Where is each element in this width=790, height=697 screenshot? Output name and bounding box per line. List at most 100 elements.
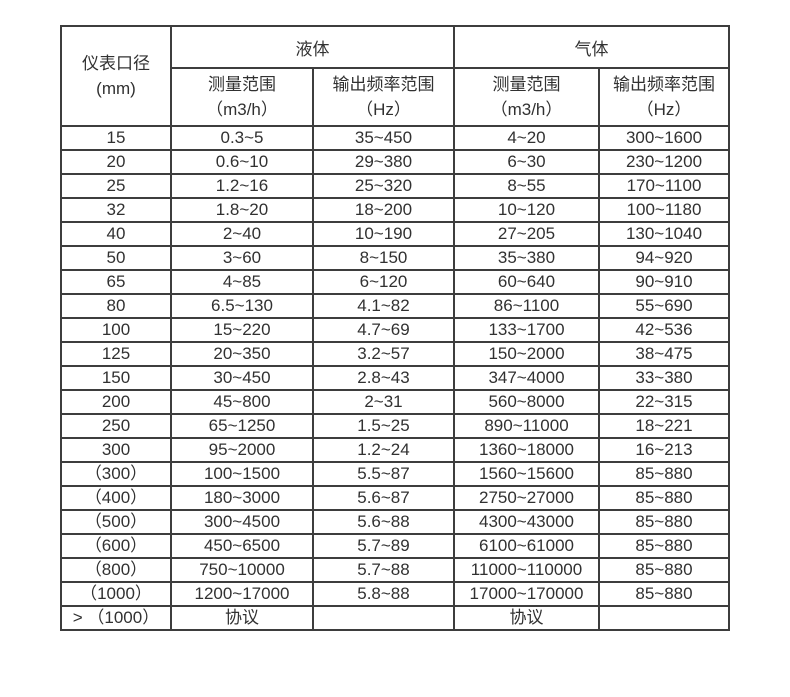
table-cell: 15: [60, 125, 172, 151]
table-cell: 560~8000: [453, 389, 600, 415]
table-cell: 60~640: [453, 269, 600, 295]
table-row: 250 65~1250 1.5~25 890~11000 18~221: [60, 413, 730, 439]
table-cell: 25~320: [312, 173, 455, 199]
table-cell: 0.3~5: [170, 125, 314, 151]
table-cell: 6~120: [312, 269, 455, 295]
table-row: 65 4~85 6~120 60~640 90~910: [60, 269, 730, 295]
table-cell: 150: [60, 365, 172, 391]
flowmeter-spec-table: 仪表口径 (mm) 液体 气体 测量范围 （m3/h） 输出频率范围 （Hz） …: [60, 25, 730, 631]
table-cell: 95~2000: [170, 437, 314, 463]
table-cell: 85~880: [598, 581, 730, 607]
table-cell: 150~2000: [453, 341, 600, 367]
table-cell: 1560~15600: [453, 461, 600, 487]
table-body: 15 0.3~5 35~450 4~20 300~1600 20 0.6~10 29~380 6…: [60, 125, 730, 631]
table-cell: 38~475: [598, 341, 730, 367]
table-cell: 125: [60, 341, 172, 367]
table-cell: 8~150: [312, 245, 455, 271]
table-cell: 200: [60, 389, 172, 415]
table-cell: 100~1500: [170, 461, 314, 487]
table-row: 50 3~60 8~150 35~380 94~920: [60, 245, 730, 271]
table-row: 150 30~450 2.8~43 347~4000 33~380: [60, 365, 730, 391]
table-cell: （600）: [60, 533, 172, 559]
col-header-gas-freq-unit: （Hz）: [636, 100, 692, 119]
table-cell: 10~190: [312, 221, 455, 247]
table-cell: 20: [60, 149, 172, 175]
col-group-gas: 气体: [453, 25, 730, 69]
table-cell: 450~6500: [170, 533, 314, 559]
table-cell: 130~1040: [598, 221, 730, 247]
table-cell: 3~60: [170, 245, 314, 271]
table-cell: 2~40: [170, 221, 314, 247]
table-cell: （800）: [60, 557, 172, 583]
table-cell: 32: [60, 197, 172, 223]
col-header-diameter-label: 仪表口径: [82, 54, 150, 73]
table-cell: [598, 605, 730, 631]
table-cell: 25: [60, 173, 172, 199]
table-cell: 6.5~130: [170, 293, 314, 319]
table-cell: 33~380: [598, 365, 730, 391]
table-cell: 94~920: [598, 245, 730, 271]
table-cell: 85~880: [598, 557, 730, 583]
table-cell: 29~380: [312, 149, 455, 175]
col-header-diameter: 仪表口径 (mm): [60, 25, 172, 127]
table-cell: 133~1700: [453, 317, 600, 343]
col-header-gas-freq-label: 输出频率范围: [613, 75, 715, 94]
table-cell: 2.8~43: [312, 365, 455, 391]
table-row: （600） 450~6500 5.7~89 6100~61000 85~880: [60, 533, 730, 559]
table-cell: 1200~17000: [170, 581, 314, 607]
table-cell: 5.6~88: [312, 509, 455, 535]
table-cell: 65~1250: [170, 413, 314, 439]
table-cell: 230~1200: [598, 149, 730, 175]
table-cell: 22~315: [598, 389, 730, 415]
col-header-gas-measure: 测量范围 （m3/h）: [453, 67, 600, 127]
table-row: （800） 750~10000 5.7~88 11000~110000 85~880: [60, 557, 730, 583]
table-cell: 170~1100: [598, 173, 730, 199]
table-cell: 5.8~88: [312, 581, 455, 607]
table-row: （1000） 1200~17000 5.8~88 17000~170000 85~880: [60, 581, 730, 607]
table-row: > （1000） 协议 协议: [60, 605, 730, 631]
table-cell: 2750~27000: [453, 485, 600, 511]
table-cell: 750~10000: [170, 557, 314, 583]
table-cell: 1.2~16: [170, 173, 314, 199]
table-cell: 85~880: [598, 509, 730, 535]
table-cell: 5.5~87: [312, 461, 455, 487]
table-cell: 80: [60, 293, 172, 319]
header-group-row: 仪表口径 (mm) 液体 气体: [60, 25, 730, 127]
table-cell: 65: [60, 269, 172, 295]
table-row: （500） 300~4500 5.6~88 4300~43000 85~880: [60, 509, 730, 535]
table-cell: 35~380: [453, 245, 600, 271]
table-cell: 5.7~88: [312, 557, 455, 583]
table-cell: 15~220: [170, 317, 314, 343]
header-sub-row: 测量范围 （m3/h） 输出频率范围 （Hz） 测量范围 （m3/h） 输出频率…: [61, 67, 730, 127]
table-row: 25 1.2~16 25~320 8~55 170~1100: [60, 173, 730, 199]
col-header-gas-measure-label: 测量范围: [492, 75, 561, 94]
table-cell: 10~120: [453, 197, 600, 223]
table-cell: [312, 605, 455, 631]
table-cell: 85~880: [598, 485, 730, 511]
table-cell: 85~880: [598, 461, 730, 487]
table-cell: 6100~61000: [453, 533, 600, 559]
table-cell: 4~20: [453, 125, 600, 151]
table-row: （300） 100~1500 5.5~87 1560~15600 85~880: [60, 461, 730, 487]
table-cell: 16~213: [598, 437, 730, 463]
table-cell: 35~450: [312, 125, 455, 151]
table-row: 20 0.6~10 29~380 6~30 230~1200: [60, 149, 730, 175]
table-cell: > （1000）: [60, 605, 172, 631]
table-row: 32 1.8~20 18~200 10~120 100~1180: [60, 197, 730, 223]
table-cell: （400）: [60, 485, 172, 511]
table-cell: 1360~18000: [453, 437, 600, 463]
page-content: 仪表口径 (mm) 液体 气体 测量范围 （m3/h） 输出频率范围 （Hz） …: [60, 25, 730, 631]
table-cell: 30~450: [170, 365, 314, 391]
table-cell: 300: [60, 437, 172, 463]
col-header-gas-measure-unit: （m3/h）: [490, 100, 563, 119]
table-cell: 86~1100: [453, 293, 600, 319]
table-cell: 3.2~57: [312, 341, 455, 367]
table-cell: 5.6~87: [312, 485, 455, 511]
table-cell: （1000）: [60, 581, 172, 607]
table-cell: 40: [60, 221, 172, 247]
table-cell: 250: [60, 413, 172, 439]
table-cell: 11000~110000: [453, 557, 600, 583]
table-cell: 0.6~10: [170, 149, 314, 175]
col-header-liquid-measure-unit: （m3/h）: [206, 100, 278, 119]
col-header-liquid-measure-label: 测量范围: [208, 75, 276, 94]
